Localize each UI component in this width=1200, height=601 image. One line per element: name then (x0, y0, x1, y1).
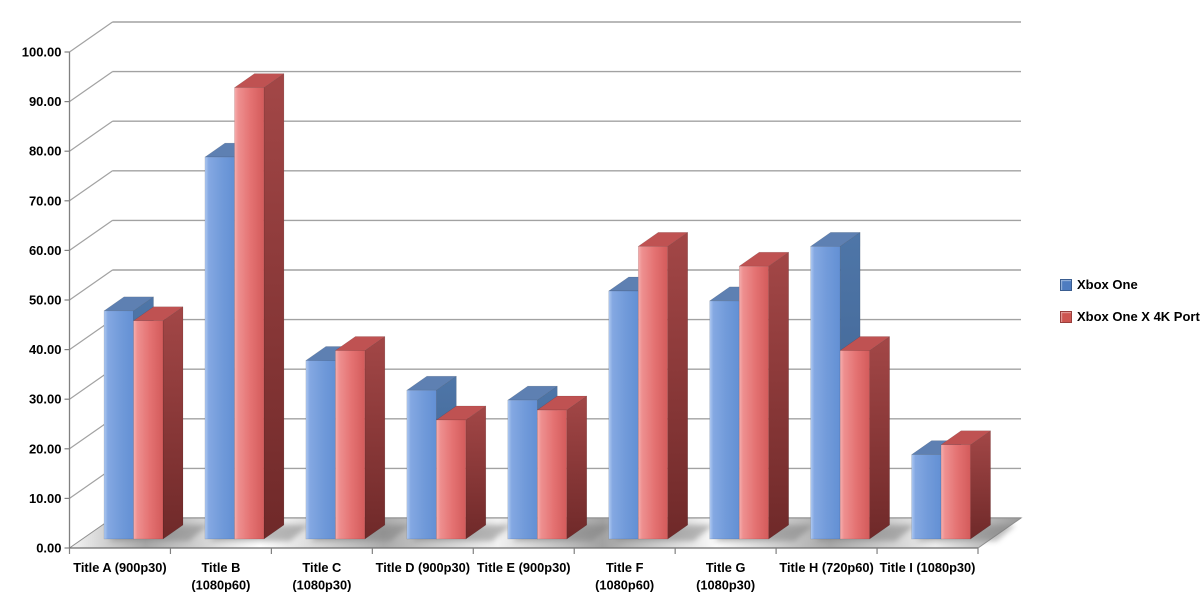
bar-series1-cat5 (637, 231, 689, 540)
bar-front-face (103, 310, 134, 540)
bar-series1-cat0 (132, 306, 184, 540)
bar-side-face (263, 73, 285, 540)
x-category-label: Title B (201, 560, 240, 575)
gridline-depth-connector (69, 71, 113, 103)
y-tick-label: 80.00 (29, 144, 62, 159)
bar-front-face (406, 389, 437, 540)
gridline-depth-connector (69, 170, 113, 202)
x-category-label: Title H (720p60) (779, 560, 873, 575)
legend-swatch-xbox-one-x-icon (1060, 310, 1072, 323)
y-tick-label: 30.00 (29, 392, 62, 407)
x-category-label: (1080p30) (696, 578, 755, 593)
x-category-label: Title D (900p30) (376, 560, 470, 575)
y-tick-label: 60.00 (29, 243, 62, 258)
bar-series1-cat1 (233, 73, 285, 540)
legend-item-xbox-one-x-4k-port: Xbox One X 4K Port (1060, 309, 1200, 324)
bar-front-face (204, 156, 235, 540)
x-category-label: Title A (900p30) (73, 560, 166, 575)
bar-series1-cat6 (738, 251, 790, 540)
bar-series0-cat5 (607, 276, 660, 540)
bar-side-face (364, 336, 386, 540)
legend-label-xbox-one: Xbox One (1077, 277, 1138, 292)
bar-series1-cat7 (839, 336, 891, 540)
gridline-depth-connector (69, 120, 113, 152)
bar-side-face (162, 306, 184, 540)
bar-side-face (869, 336, 890, 540)
bar-front-face (911, 454, 942, 540)
x-category-label: Title E (900p30) (477, 560, 571, 575)
bar-series1-cat4 (536, 395, 588, 540)
bar-front-face (537, 409, 568, 540)
bar-front-face (608, 290, 639, 540)
bar-front-face (940, 444, 971, 540)
bar-front-face (839, 350, 870, 540)
bar-side-face (667, 231, 688, 540)
legend-item-xbox-one: Xbox One (1060, 277, 1200, 292)
bar-series1-cat3 (435, 405, 487, 540)
bars-layer (103, 73, 992, 540)
gridline-depth-connector (69, 269, 113, 301)
bar-side-face (465, 405, 487, 540)
legend: Xbox One Xbox One X 4K Port (1060, 277, 1200, 324)
bar-front-face (810, 246, 841, 540)
gridline-depth-connector (69, 21, 113, 53)
y-tick-label: 100.00 (22, 45, 62, 60)
bar-front-face (436, 419, 467, 540)
bar-front-face (234, 87, 265, 540)
x-category-label: (1080p30) (292, 578, 351, 593)
bar-side-face (566, 395, 588, 540)
x-category-label: Title C (302, 560, 341, 575)
x-category-label: Title F (606, 560, 644, 575)
bar-side-face (970, 430, 991, 540)
bar-front-face (709, 300, 740, 540)
legend-swatch-xbox-one-icon (1060, 278, 1072, 291)
y-tick-label: 70.00 (29, 193, 62, 208)
bar-front-face (133, 320, 164, 540)
y-tick-label: 0.00 (36, 541, 61, 556)
y-tick-label: 50.00 (29, 293, 62, 308)
x-category-label: Title I (1080p30) (880, 560, 976, 575)
bar-series1-cat8 (940, 430, 992, 540)
x-category-label: Title G (706, 560, 746, 575)
bar-front-face (507, 399, 538, 540)
bar-front-face (335, 350, 366, 540)
gridline-depth-connector (69, 219, 113, 251)
x-category-label: (1080p60) (191, 578, 250, 593)
legend-label-xbox-one-x: Xbox One X 4K Port (1077, 309, 1200, 324)
bar-front-face (305, 360, 336, 540)
x-category-label: (1080p60) (595, 578, 654, 593)
category-labels-layer: Title A (900p30) Title B (1080p60) Title C (… (73, 560, 975, 593)
bar-series1-cat2 (334, 336, 386, 540)
y-tick-label: 20.00 (29, 441, 62, 456)
y-tick-label: 40.00 (29, 342, 62, 357)
y-tick-label: 10.00 (29, 491, 62, 506)
bar-front-face (738, 265, 769, 540)
axis-layer: 0.00 10.00 20.00 30.00 40.00 50.00 60.00 70.00 8… (22, 45, 979, 556)
y-tick-label: 90.00 (29, 94, 62, 109)
bar-side-face (768, 251, 789, 540)
bar-front-face (637, 246, 668, 540)
